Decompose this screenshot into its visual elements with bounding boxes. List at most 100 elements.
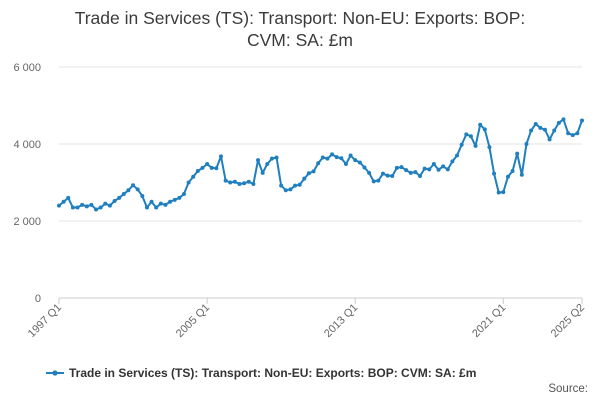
data-point[interactable] [542,127,547,132]
data-point[interactable] [427,167,432,172]
data-point[interactable] [117,195,122,200]
data-point[interactable] [519,172,524,177]
data-point[interactable] [316,161,321,166]
data-point[interactable] [163,202,168,207]
data-point[interactable] [380,171,385,176]
data-point[interactable] [436,167,441,172]
data-point[interactable] [441,164,446,169]
data-point[interactable] [348,153,353,158]
data-point[interactable] [473,143,478,148]
data-point[interactable] [84,204,89,209]
data-point[interactable] [464,132,469,137]
data-point[interactable] [205,162,210,167]
data-point[interactable] [265,162,270,167]
data-point[interactable] [570,133,575,138]
data-point[interactable] [131,183,136,188]
data-point[interactable] [103,201,108,206]
data-point[interactable] [450,159,455,164]
data-point[interactable] [288,187,293,192]
data-point[interactable] [293,183,298,188]
data-point[interactable] [538,125,543,130]
data-point[interactable] [154,205,159,210]
data-point[interactable] [140,193,145,198]
data-point[interactable] [390,173,395,178]
data-point[interactable] [158,201,163,206]
data-point[interactable] [66,195,71,200]
data-point[interactable] [320,155,325,160]
data-point[interactable] [371,179,376,184]
data-point[interactable] [228,180,233,185]
data-point[interactable] [575,131,580,136]
data-point[interactable] [256,158,261,163]
data-point[interactable] [330,152,335,157]
data-point[interactable] [232,179,237,184]
data-point[interactable] [367,170,372,175]
data-point[interactable] [510,168,515,173]
data-point[interactable] [311,169,316,174]
data-point[interactable] [172,197,177,202]
data-point[interactable] [195,168,200,173]
data-point[interactable] [168,199,173,204]
data-point[interactable] [556,120,561,125]
data-point[interactable] [505,174,510,179]
data-point[interactable] [306,171,311,176]
data-point[interactable] [566,131,571,136]
data-point[interactable] [468,134,473,139]
data-point[interactable] [61,199,66,204]
data-point[interactable] [385,173,390,178]
data-point[interactable] [422,166,427,171]
data-point[interactable] [404,168,409,173]
data-point[interactable] [561,117,566,122]
data-point[interactable] [57,203,61,208]
data-point[interactable] [200,165,205,170]
data-point[interactable] [445,167,450,172]
data-point[interactable] [274,155,279,160]
data-point[interactable] [260,170,265,175]
data-point[interactable] [191,174,196,179]
data-point[interactable] [524,142,529,146]
data-point[interactable] [80,202,85,207]
data-point[interactable] [112,198,117,203]
data-point[interactable] [325,156,330,161]
data-point[interactable] [431,162,436,167]
data-point[interactable] [334,155,339,160]
data-point[interactable] [529,128,534,133]
data-point[interactable] [186,180,191,185]
data-point[interactable] [223,178,228,183]
data-point[interactable] [251,182,256,187]
data-point[interactable] [214,166,219,171]
data-point[interactable] [492,171,497,176]
data-point[interactable] [376,178,381,183]
data-point[interactable] [237,182,242,187]
data-point[interactable] [580,118,584,123]
data-point[interactable] [209,165,214,170]
data-point[interactable] [394,165,399,170]
data-point[interactable] [501,190,506,195]
data-point[interactable] [121,192,126,197]
data-point[interactable] [459,142,464,147]
data-point[interactable] [149,199,154,204]
data-point[interactable] [362,165,367,170]
data-point[interactable] [279,183,284,188]
data-point[interactable] [135,187,140,192]
data-point[interactable] [418,173,423,178]
data-point[interactable] [552,128,557,133]
data-point[interactable] [408,170,413,175]
data-point[interactable] [455,153,460,158]
data-point[interactable] [246,179,251,184]
data-point[interactable] [487,145,492,150]
data-point[interactable] [75,205,80,210]
data-point[interactable] [98,205,103,210]
data-point[interactable] [144,205,149,210]
data-point[interactable] [89,202,94,207]
data-point[interactable] [70,205,75,210]
data-point[interactable] [269,156,274,161]
data-point[interactable] [399,165,404,170]
data-point[interactable] [218,154,223,159]
data-point[interactable] [107,203,112,208]
data-point[interactable] [297,182,302,187]
data-point[interactable] [515,151,520,156]
data-point[interactable] [94,207,99,212]
data-point[interactable] [126,188,131,193]
data-point[interactable] [339,156,344,161]
